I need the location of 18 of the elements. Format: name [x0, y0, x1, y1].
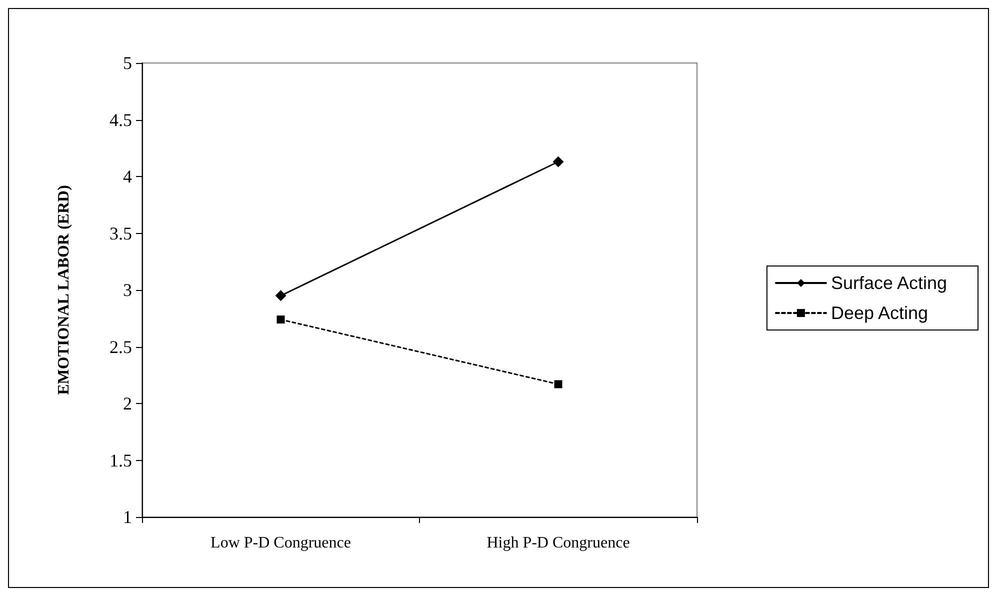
point [275, 290, 286, 302]
y-tick-label: 4 [123, 166, 132, 186]
y-tick-label: 3 [123, 280, 132, 300]
point [552, 156, 564, 168]
y-tick-label: 1 [123, 507, 132, 527]
y-tick-label: 5 [123, 53, 132, 73]
y-axis-title: EMOTIONAL LABOR (ERD) [56, 185, 72, 395]
x-tick-label: Low P-D Congruence [210, 534, 351, 552]
point [554, 380, 562, 388]
y-tick-label: 3.5 [110, 223, 132, 244]
legend-label: Deep Acting [830, 303, 928, 323]
y-tick-label: 1.5 [110, 450, 132, 470]
y-tick-label: 2 [123, 394, 132, 414]
y-tick-label: 4.5 [110, 110, 132, 130]
y-tick-label: 2.5 [110, 336, 132, 357]
legend-label: Surface Acting [830, 273, 948, 293]
x-tick-label: High P-D Congruence [486, 534, 630, 552]
point [276, 316, 285, 324]
